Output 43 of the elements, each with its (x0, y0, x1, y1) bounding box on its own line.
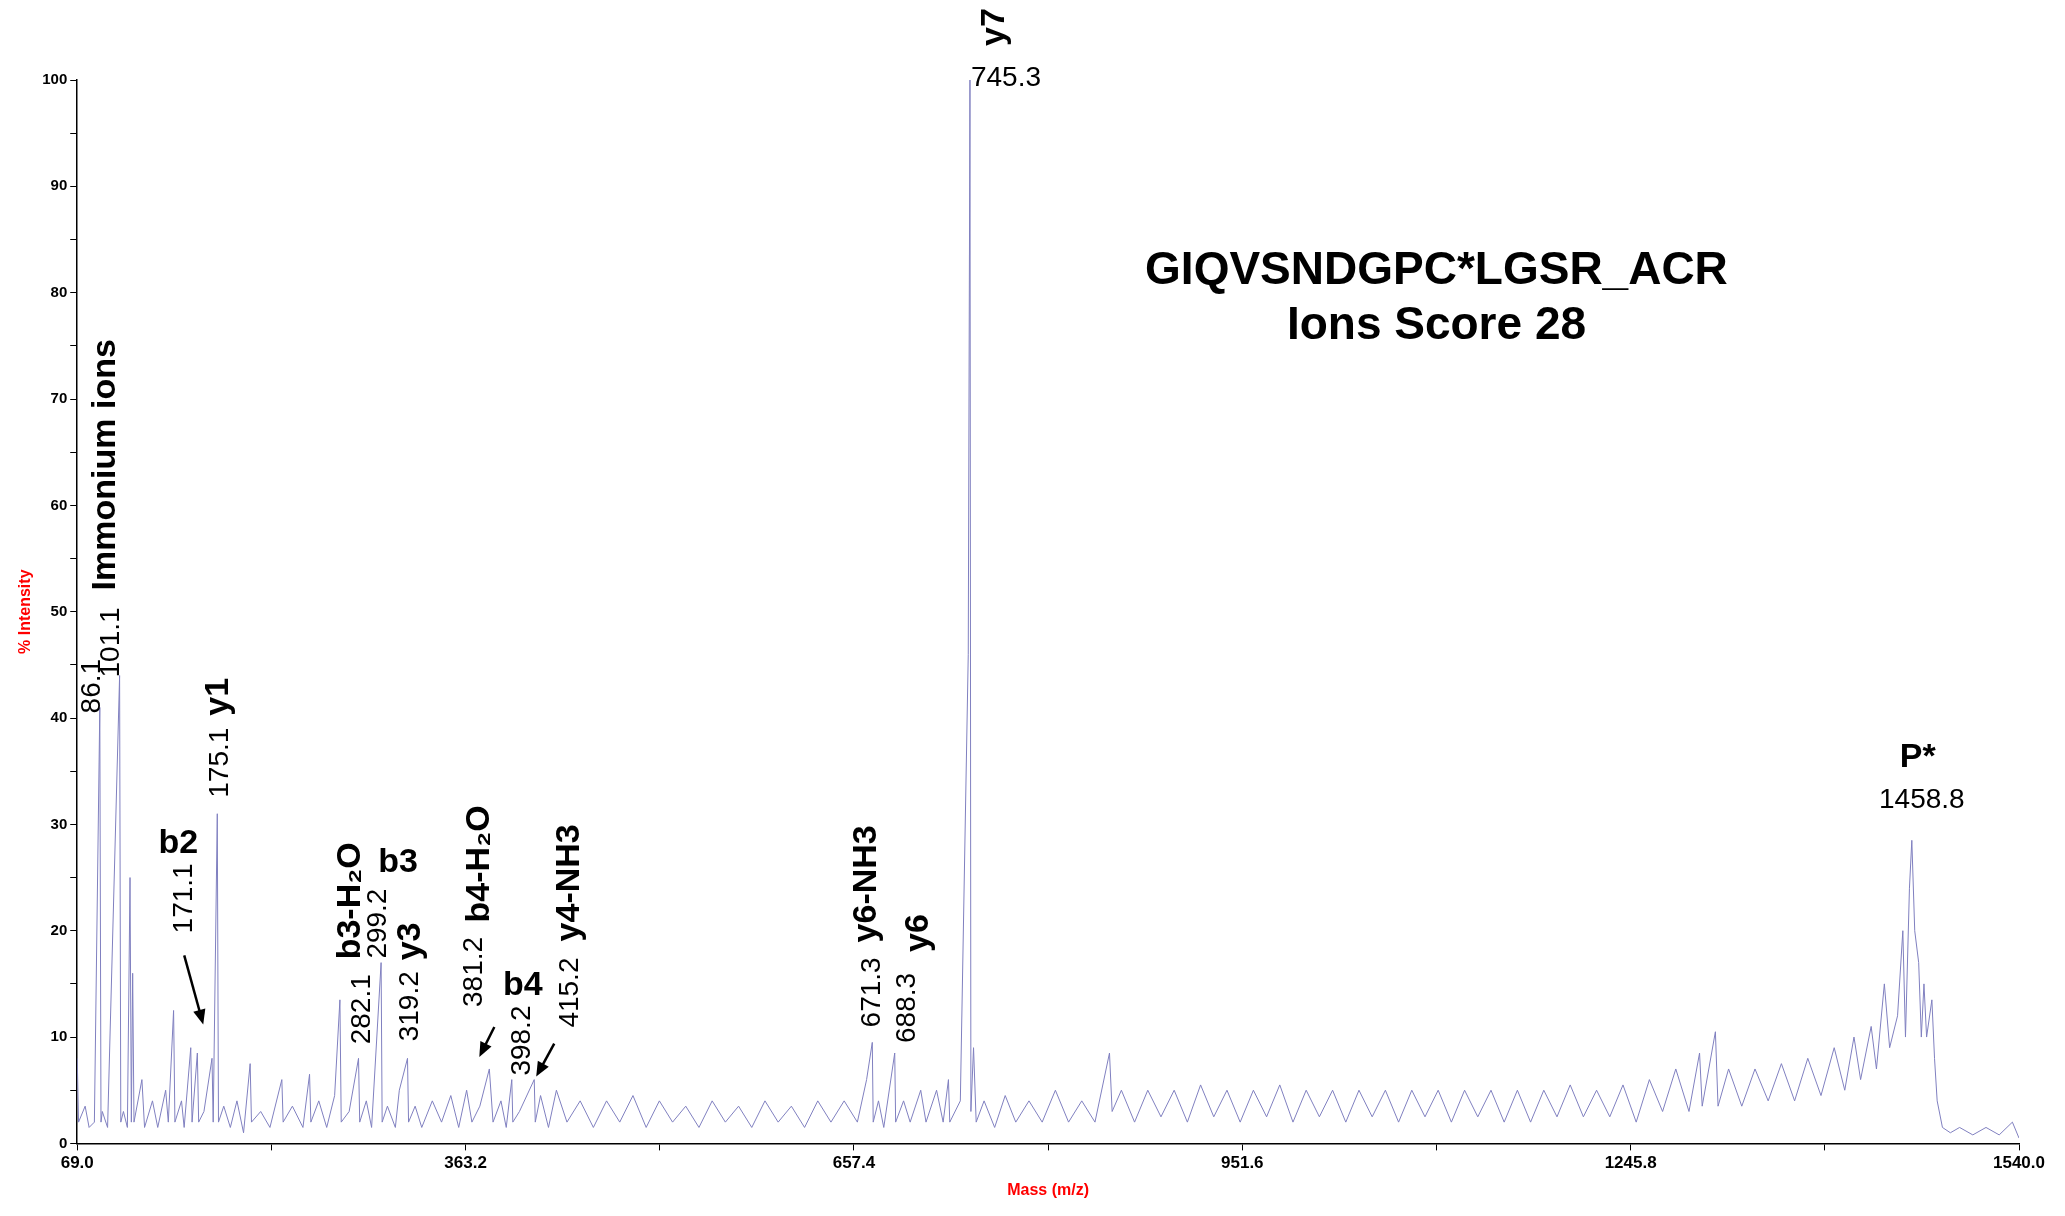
x-tick-label: 951.6 (1221, 1153, 1264, 1173)
x-tick-label: 1540.0 (1993, 1153, 2045, 1173)
annotation: y4-NH3 (547, 824, 586, 942)
annotation: 381.2 (457, 936, 489, 1007)
y-tick-label: 90 (50, 176, 68, 194)
y-tick-label: 70 (50, 389, 68, 407)
annotation: 319.2 (393, 971, 425, 1042)
y-tick-label: 30 (50, 814, 68, 832)
annotation: y7 (973, 8, 1012, 46)
annotation: 688.3 (890, 972, 922, 1044)
annotation: 671.3 (855, 957, 886, 1028)
y-tick-label: 80 (50, 282, 68, 300)
annotation: 282.1 (345, 974, 377, 1045)
x-tick-label: 657.4 (832, 1153, 876, 1173)
text: GIQVSNDGPC*LGSR_ACR (1145, 242, 1728, 295)
annotation: b2 (158, 821, 199, 860)
y-tick-label: 40 (50, 708, 68, 726)
annotation: 171.1 (166, 863, 198, 934)
annotation: b3 (378, 841, 418, 879)
y-axis-title: % Intensity (16, 569, 34, 654)
annotation: 175.1 (203, 727, 234, 798)
y-tick-label: 0 (58, 1133, 68, 1151)
y-tick-label: 60 (50, 495, 68, 513)
annotation: 415.2 (552, 957, 584, 1028)
annotation: 745.3 (970, 60, 1042, 92)
x-tick-label: 363.2 (444, 1153, 487, 1173)
y-tick-label: 10 (50, 1027, 68, 1045)
annotation: y6-NH3 (844, 825, 883, 943)
text: Ions Score 28 (1286, 297, 1587, 350)
y-tick-label: 100 (42, 70, 68, 88)
y-tick-label: 20 (50, 920, 68, 938)
annotation: 398.2 (504, 1005, 536, 1076)
x-tick-label: 69.0 (60, 1153, 94, 1173)
annotation: b4-H₂O (457, 805, 496, 923)
annotation: Immonium ions (83, 339, 122, 591)
annotation: y6 (897, 914, 936, 953)
annotation: b4 (502, 963, 543, 1002)
y-tick-label: 50 (50, 601, 68, 619)
annotation: 1458.8 (1878, 783, 1965, 815)
x-tick-label: 1245.8 (1604, 1153, 1657, 1173)
x-axis-title: Mass (m/z) (1007, 1180, 1090, 1198)
annotation: P* (1899, 735, 1937, 774)
annotation: y1 (196, 677, 235, 716)
